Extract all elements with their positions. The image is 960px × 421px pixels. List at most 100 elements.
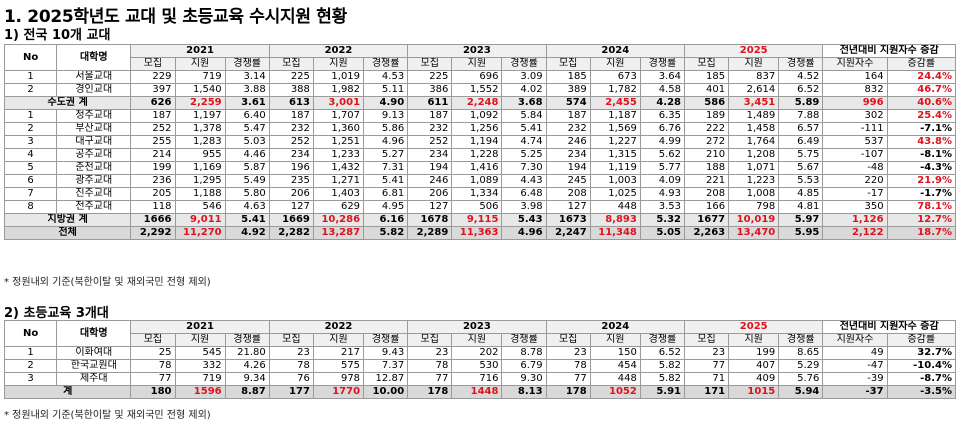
cell-applicants: 1,227 — [589, 135, 641, 149]
cell-recruit: 1677 — [683, 213, 730, 227]
cell-recruit: 397 — [130, 83, 176, 97]
cell-applicants: 10,286 — [312, 213, 365, 227]
cell-rate: 12.7% — [886, 213, 957, 227]
row-no: 2 — [3, 359, 58, 373]
row-name: 대구교대 — [56, 135, 132, 149]
cell-diff: -39 — [822, 372, 888, 386]
cell-recruit: 1666 — [130, 213, 176, 227]
header-change-count: 지원자수 — [822, 333, 888, 347]
cell-rate: 32.7% — [886, 346, 957, 360]
cell-applicants: 13,287 — [312, 226, 365, 240]
header-name: 대학명 — [56, 320, 132, 347]
cell-applicants: 1448 — [451, 385, 503, 399]
cell-recruit: 196 — [268, 161, 314, 175]
cell-recruit: 23 — [683, 346, 730, 360]
cell-ratio: 4.43 — [501, 174, 547, 188]
section2-note: * 정원내외 기준(북한이탈 및 재외국민 전형 제외) — [4, 410, 211, 421]
cell-recruit: 272 — [683, 135, 730, 149]
cell-ratio: 12.87 — [363, 372, 409, 386]
cell-recruit: 78 — [130, 359, 176, 373]
cell-ratio: 5.05 — [639, 226, 686, 240]
cell-applicants: 719 — [174, 372, 226, 386]
cell-applicants: 1,187 — [589, 109, 641, 123]
cell-ratio: 6.79 — [501, 359, 547, 373]
cell-rate: -3.5% — [886, 385, 957, 399]
header-sub-recruit: 모집 — [545, 57, 591, 71]
cell-applicants: 575 — [312, 359, 365, 373]
row-no: 8 — [3, 200, 58, 214]
row-no: 3 — [3, 372, 58, 386]
header-sub-applicants: 지원 — [728, 57, 780, 71]
table-row: 3 대구교대 255 1,283 5.03 252 1,251 4.96 252 1,194 4.7… — [3, 135, 957, 149]
cell-ratio: 8.78 — [501, 346, 547, 360]
cell-applicants: 1,169 — [174, 161, 226, 175]
row-no: 7 — [3, 187, 58, 201]
cell-rate: -8.7% — [886, 372, 957, 386]
header-year-2025: 2025 — [683, 44, 824, 58]
cell-ratio: 4.90 — [363, 96, 409, 110]
cell-recruit: 25 — [130, 346, 176, 360]
cell-recruit: 194 — [545, 161, 591, 175]
cell-ratio: 5.29 — [778, 359, 824, 373]
header-sub-recruit: 모집 — [130, 333, 176, 347]
cell-recruit: 127 — [545, 200, 591, 214]
cell-ratio: 5.94 — [778, 385, 824, 399]
header-sub-recruit: 모집 — [407, 333, 453, 347]
cell-applicants: 13,470 — [728, 226, 780, 240]
cell-applicants: 3,451 — [728, 96, 780, 110]
cell-applicants: 454 — [589, 359, 641, 373]
header-change-rate: 증감률 — [886, 57, 957, 71]
header-sub-recruit: 모집 — [268, 333, 314, 347]
cell-ratio: 6.48 — [501, 187, 547, 201]
cell-applicants: 1,295 — [174, 174, 226, 188]
table-row: 3 제주대 77 719 9.34 76 978 12.87 77 716 9.30 77 448 5.8… — [3, 372, 957, 386]
row-no: 1 — [3, 346, 58, 360]
cell-diff: 164 — [822, 70, 888, 84]
cell-ratio: 10.00 — [363, 385, 409, 399]
header-sub-ratio: 경쟁률 — [778, 57, 824, 71]
cell-recruit: 1669 — [268, 213, 314, 227]
cell-applicants: 545 — [174, 346, 226, 360]
cell-applicants: 1,782 — [589, 83, 641, 97]
cell-ratio: 5.25 — [501, 148, 547, 162]
cell-recruit: 221 — [683, 174, 730, 188]
cell-applicants: 1770 — [312, 385, 365, 399]
cell-recruit: 2,282 — [268, 226, 314, 240]
header-sub-ratio: 경쟁률 — [224, 57, 270, 71]
cell-applicants: 546 — [174, 200, 226, 214]
cell-recruit: 235 — [268, 174, 314, 188]
cell-applicants: 798 — [728, 200, 780, 214]
cell-recruit: 401 — [683, 83, 730, 97]
cell-recruit: 23 — [268, 346, 314, 360]
header-sub-ratio: 경쟁률 — [224, 333, 270, 347]
cell-recruit: 246 — [407, 174, 453, 188]
row-no: 3 — [3, 135, 58, 149]
cell-recruit: 232 — [545, 122, 591, 136]
row-name: 진주교대 — [56, 187, 132, 201]
cell-applicants: 1,432 — [312, 161, 365, 175]
row-no: 2 — [3, 83, 58, 97]
subtotal-row: 수도권 계 626 2,259 3.61 613 3,001 4.90 611 2,248 3.6… — [3, 96, 957, 110]
header-sub-applicants: 지원 — [589, 57, 641, 71]
cell-applicants: 448 — [589, 372, 641, 386]
cell-applicants: 11,270 — [174, 226, 226, 240]
table-row: 6 광주교대 236 1,295 5.49 235 1,271 5.41 246 1,089 4.4… — [3, 174, 957, 188]
cell-diff: -37 — [822, 385, 888, 399]
row-name: 춘천교대 — [56, 161, 132, 175]
cell-applicants: 3,001 — [312, 96, 365, 110]
cell-applicants: 11,348 — [589, 226, 641, 240]
row-name: 서울교대 — [56, 70, 132, 84]
cell-ratio: 4.63 — [224, 200, 270, 214]
header-no: No — [3, 320, 58, 347]
cell-recruit: 234 — [407, 148, 453, 162]
cell-rate: 46.7% — [886, 83, 957, 97]
cell-ratio: 5.53 — [778, 174, 824, 188]
header-sub-applicants: 지원 — [174, 333, 226, 347]
cell-applicants: 1052 — [589, 385, 641, 399]
cell-applicants: 1,378 — [174, 122, 226, 136]
header-sub-recruit: 모집 — [545, 333, 591, 347]
cell-diff: 220 — [822, 174, 888, 188]
cell-applicants: 1,092 — [451, 109, 503, 123]
cell-recruit: 127 — [407, 200, 453, 214]
cell-applicants: 716 — [451, 372, 503, 386]
